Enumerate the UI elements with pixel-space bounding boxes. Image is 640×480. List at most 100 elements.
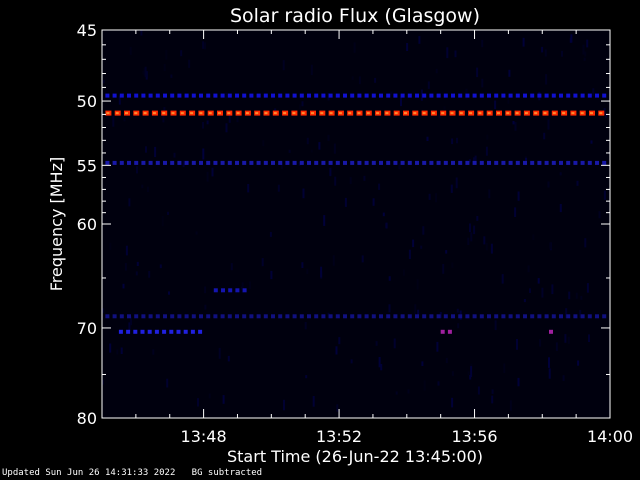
noise-speck (202, 148, 205, 160)
band-pixel (487, 160, 491, 165)
band-pixel (335, 314, 340, 319)
noise-speck (197, 398, 199, 407)
noise-speck (280, 161, 283, 170)
noise-speck (225, 92, 228, 99)
band-pixel (523, 314, 527, 319)
band-pixel (299, 93, 304, 98)
band-pixel (393, 160, 398, 165)
noise-speck (206, 171, 209, 182)
noise-speck (283, 399, 285, 411)
noise-speck (559, 204, 562, 213)
noise-speck (382, 212, 385, 217)
band-pixel (357, 314, 362, 319)
band-pixel (551, 93, 556, 98)
noise-speck (445, 357, 448, 364)
noise-speck (161, 215, 164, 227)
noise-speck (548, 357, 550, 368)
noise-speck (236, 114, 239, 123)
band-pixel (458, 93, 463, 98)
band-0 (105, 93, 607, 98)
band-pixel (549, 329, 553, 334)
noise-speck (211, 167, 214, 177)
band-pixel (472, 160, 477, 165)
noise-speck (305, 375, 308, 379)
band-pixel (429, 314, 434, 319)
noise-speck (527, 265, 530, 273)
band-pixel (199, 93, 203, 98)
band-pixel (112, 93, 117, 98)
band-pixel-core (524, 112, 528, 115)
band-pixel (530, 314, 535, 319)
noise-speck (385, 222, 388, 229)
band-pixel (551, 160, 556, 165)
band-pixel (436, 160, 441, 165)
band-pixel-core (329, 112, 333, 115)
noise-speck (576, 180, 579, 186)
noise-speck (418, 36, 421, 44)
band-pixel (487, 314, 491, 319)
noise-speck (508, 69, 511, 77)
noise-speck (451, 262, 454, 268)
band-pixel (177, 93, 182, 98)
noise-speck (568, 291, 571, 300)
band-pixel (494, 314, 499, 319)
noise-speck (395, 391, 398, 395)
noise-speck (485, 146, 488, 156)
band-pixel (285, 93, 290, 98)
noise-speck (467, 371, 470, 376)
band-pixel (263, 160, 268, 165)
noise-speck (555, 342, 558, 351)
band-pixel (328, 160, 333, 165)
band-pixel (134, 160, 139, 165)
noise-speck (335, 346, 338, 355)
band-pixel (141, 93, 146, 98)
band-pixel (479, 93, 484, 98)
noise-speck (451, 138, 454, 145)
noise-speck (565, 308, 568, 318)
noise-speck (323, 215, 326, 226)
band-pixel-core (571, 112, 575, 115)
noise-speck (423, 380, 426, 391)
band-pixel (163, 160, 167, 165)
noise-speck (473, 157, 476, 164)
band-pixel (537, 160, 542, 165)
noise-speck (494, 100, 497, 109)
noise-speck (375, 341, 378, 346)
x-tick-label: 14:00 (587, 427, 633, 446)
noise-speck (451, 397, 454, 408)
band-pixel-core (162, 112, 166, 115)
noise-speck (442, 264, 445, 274)
noise-speck (491, 395, 494, 404)
band-pixel (559, 314, 563, 319)
noise-speck (261, 258, 264, 267)
noise-speck (491, 389, 494, 394)
noise-speck (306, 268, 309, 274)
band-pixel (292, 160, 297, 165)
noise-speck (329, 167, 332, 177)
noise-speck (306, 137, 309, 145)
band-pixel-core (171, 112, 175, 115)
noise-speck (374, 77, 377, 83)
band-pixel (386, 314, 391, 319)
band-pixel-core (236, 112, 240, 115)
band-pixel (515, 160, 520, 165)
noise-speck (517, 377, 520, 387)
noise-speck (398, 163, 401, 170)
band-pixel (307, 93, 311, 98)
band-pixel (278, 314, 283, 319)
band-pixel (440, 329, 445, 334)
band-pixel (170, 160, 175, 165)
band-pixel (227, 93, 232, 98)
noise-speck (262, 140, 265, 147)
noise-speck (159, 264, 162, 269)
band-pixel (292, 314, 297, 319)
band-pixel (479, 160, 484, 165)
band-pixel-core (441, 112, 445, 115)
noise-speck (141, 184, 144, 189)
noise-speck (469, 223, 471, 233)
band-pixel (335, 93, 340, 98)
band-pixel (307, 160, 311, 165)
noise-speck (454, 50, 457, 58)
band-pixel (595, 314, 599, 319)
band-pixel (242, 314, 247, 319)
